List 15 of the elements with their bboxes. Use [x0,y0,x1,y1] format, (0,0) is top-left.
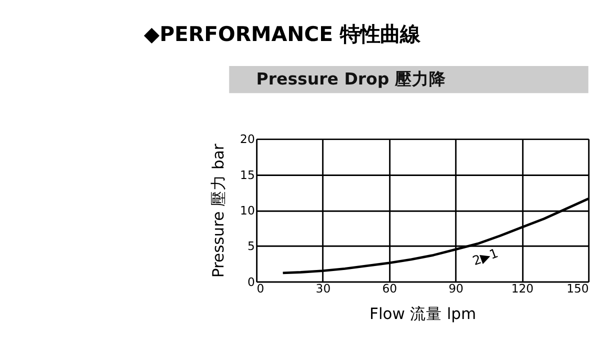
x-tick-label: 0 [256,282,264,296]
x-tick-label: 30 [316,282,331,296]
x-tick-label: 60 [382,282,398,296]
y-tick-label: 10 [240,204,255,218]
y-tick-label: 20 [240,132,255,146]
annotation: 2▶1 [470,245,500,268]
chart-subtitle: Pressure Drop 壓力降 [256,69,447,88]
x-tick-label: 90 [448,282,464,296]
chart-title: ◆PERFORMANCE 特性曲線 [144,22,422,46]
y-tick-label: 15 [240,168,255,182]
x-axis-title: Flow 流量 lpm [370,304,476,323]
y-tick-label: 5 [247,239,255,254]
x-tick-label: 150 [566,282,589,296]
x-tick-label: 120 [511,282,534,296]
y-axis-title: Pressure 壓力 bar [210,143,228,278]
